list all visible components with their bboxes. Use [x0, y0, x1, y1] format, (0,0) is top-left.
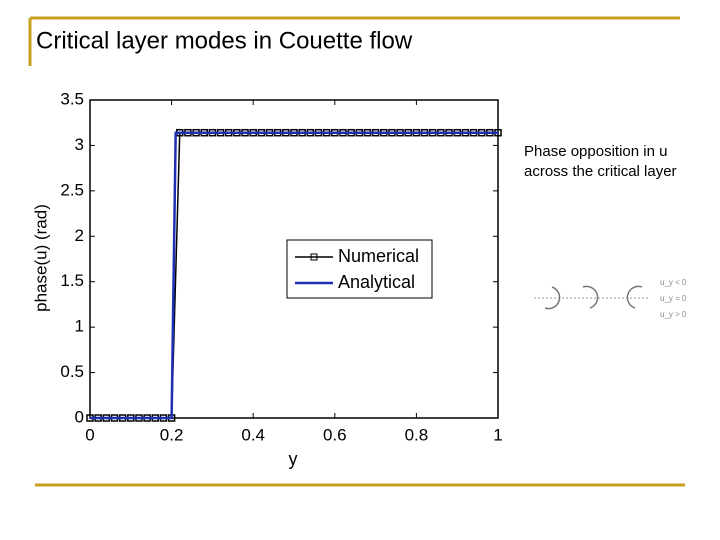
legend-box — [286, 239, 433, 299]
y-tick-label: 1.5 — [60, 271, 84, 290]
y-tick-label: 1 — [75, 317, 84, 336]
legend-marker — [310, 253, 318, 261]
y-axis-label: phase(u) (rad) — [31, 204, 50, 312]
plot-frame — [89, 99, 499, 419]
diagram-label: u_y > 0 — [660, 310, 687, 319]
series-line — [90, 131, 498, 420]
annotation: across the critical layer — [524, 163, 677, 180]
y-tick-label: 2.5 — [60, 180, 84, 199]
y-tick-label: 3 — [75, 135, 84, 154]
x-tick-label: 0.2 — [160, 425, 184, 444]
x-tick-label: 1 — [493, 425, 502, 444]
legend-label: Numerical — [338, 246, 419, 266]
slide-title: Critical layer modes in Couette flow — [36, 27, 413, 54]
x-tick-label: 0.4 — [241, 425, 265, 444]
legend-label: Analytical — [338, 272, 415, 292]
y-tick-label: 2 — [75, 226, 84, 245]
diagram-label: u_y = 0 — [660, 294, 687, 303]
x-tick-label: 0 — [85, 425, 94, 444]
x-tick-label: 0.6 — [323, 425, 347, 444]
vortex-diagram — [534, 285, 650, 310]
diagram-label: u_y < 0 — [660, 278, 687, 287]
y-tick-label: 0.5 — [60, 362, 84, 381]
annotation: Phase opposition in u — [524, 143, 667, 160]
x-axis-label: y — [289, 449, 298, 469]
x-tick-label: 0.8 — [405, 425, 429, 444]
y-tick-label: 3.5 — [60, 89, 84, 108]
y-tick-label: 0 — [75, 407, 84, 426]
